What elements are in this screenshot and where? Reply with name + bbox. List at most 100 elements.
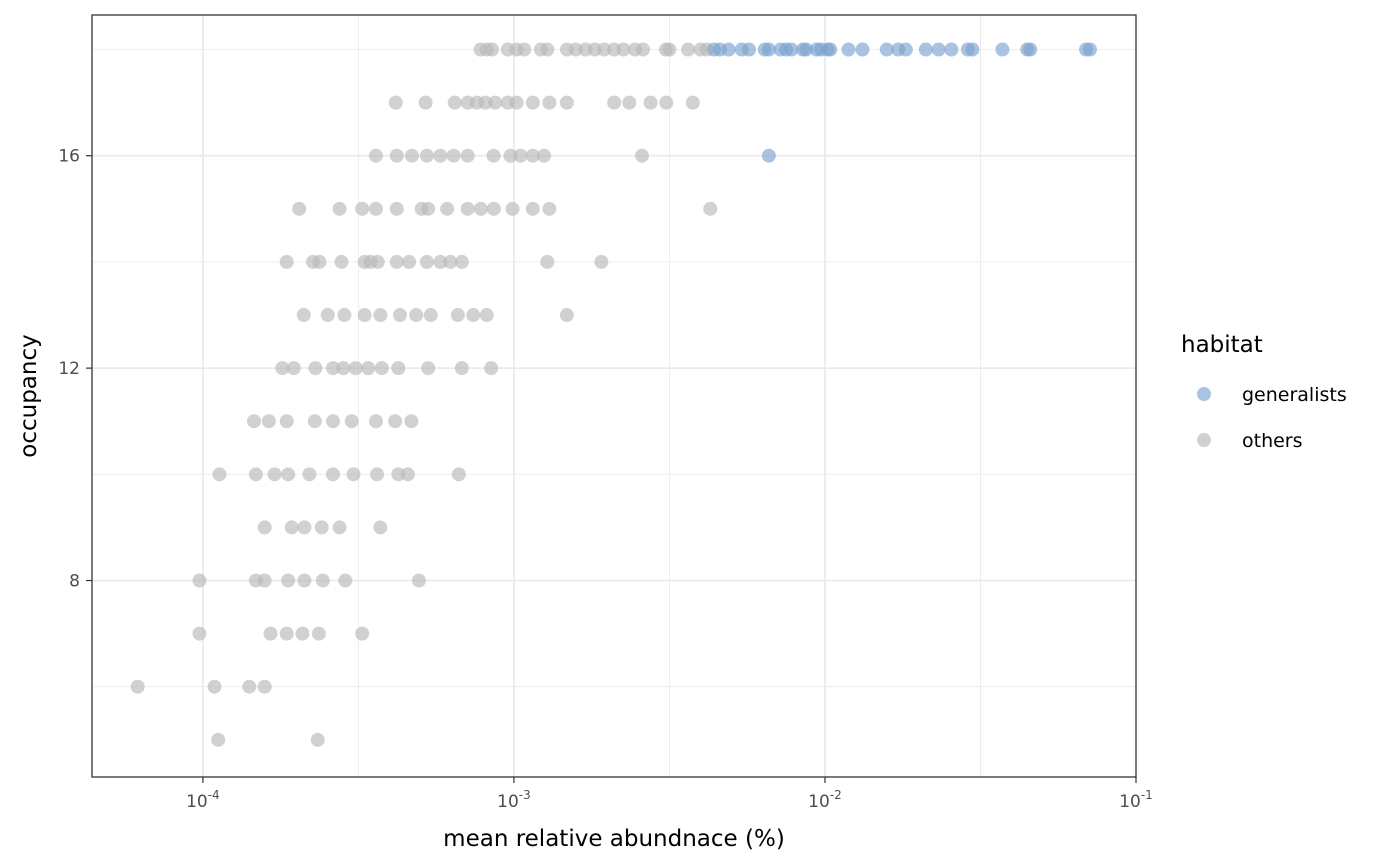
others-point <box>348 361 363 376</box>
others-point <box>525 148 540 163</box>
others-point <box>355 626 370 641</box>
others-point <box>509 95 524 110</box>
others-point <box>505 201 520 216</box>
generalists-point <box>965 42 980 57</box>
others-point <box>370 254 385 269</box>
others-point <box>486 201 501 216</box>
others-point <box>373 520 388 535</box>
others-point <box>247 414 262 429</box>
others-point <box>418 95 433 110</box>
others-point <box>302 467 317 482</box>
generalists-point <box>898 42 913 57</box>
others-point <box>636 42 651 57</box>
others-point <box>460 148 475 163</box>
x-axis: 10-4 10-3 10-2 10-1 <box>186 777 1153 812</box>
others-point <box>267 467 282 482</box>
others-point <box>389 148 404 163</box>
others-point <box>540 254 555 269</box>
others-point <box>622 95 637 110</box>
generalists-point <box>761 148 776 163</box>
generalists-point <box>1023 42 1038 57</box>
others-point <box>409 308 424 323</box>
others-point <box>559 308 574 323</box>
others-point <box>192 626 207 641</box>
others-point <box>284 520 299 535</box>
legend-key-generalists <box>1197 387 1211 401</box>
others-point <box>466 308 481 323</box>
others-point <box>488 95 503 110</box>
others-point <box>279 626 294 641</box>
others-point <box>281 573 296 588</box>
others-point <box>421 201 436 216</box>
others-point <box>423 308 438 323</box>
x-axis-title: mean relative abundnace (%) <box>443 826 785 852</box>
others-point <box>681 42 696 57</box>
others-point <box>662 42 677 57</box>
others-point <box>404 148 419 163</box>
minor-gridlines <box>92 15 1136 777</box>
others-point <box>257 573 272 588</box>
others-point <box>275 361 290 376</box>
others-point <box>374 361 389 376</box>
y-tick-label: 12 <box>58 359 80 379</box>
others-point <box>659 95 674 110</box>
generalists-point <box>799 42 814 57</box>
others-point <box>391 361 406 376</box>
others-point <box>337 308 352 323</box>
others-point <box>388 414 403 429</box>
others-point <box>607 95 622 110</box>
x-tick-label: 10-3 <box>497 788 531 812</box>
others-point <box>447 95 462 110</box>
generalists-point <box>742 42 757 57</box>
others-point <box>368 201 383 216</box>
y-axis-title: occupancy <box>16 334 42 457</box>
others-point <box>292 201 307 216</box>
generalists-point <box>1082 42 1097 57</box>
others-point <box>411 573 426 588</box>
others-point <box>503 148 518 163</box>
others-point <box>297 520 312 535</box>
others-point <box>454 361 469 376</box>
generalists-point <box>761 42 776 57</box>
others-point <box>433 148 448 163</box>
others-point <box>389 254 404 269</box>
x-tick-label: 10-1 <box>1119 788 1153 812</box>
others-point <box>419 148 434 163</box>
others-point <box>388 95 403 110</box>
generalists-point <box>931 42 946 57</box>
others-point <box>454 254 469 269</box>
others-point <box>513 148 528 163</box>
others-point <box>703 201 718 216</box>
others-point <box>478 95 493 110</box>
others-point <box>311 626 326 641</box>
others-point <box>296 308 311 323</box>
others-point <box>484 361 499 376</box>
others-point <box>320 308 335 323</box>
others-point <box>634 148 649 163</box>
panel-border <box>91 14 1137 778</box>
others-point <box>392 308 407 323</box>
others-point <box>373 308 388 323</box>
generalists-series <box>707 42 1097 163</box>
y-axis: 8 12 16 <box>58 147 92 592</box>
others-point <box>315 573 330 588</box>
others-point <box>368 148 383 163</box>
others-point <box>286 361 301 376</box>
y-tick-label: 8 <box>69 572 80 592</box>
others-point <box>261 414 276 429</box>
others-point <box>212 467 227 482</box>
others-point <box>484 42 499 57</box>
others-point <box>242 679 257 694</box>
generalists-point <box>823 42 838 57</box>
others-point <box>346 467 361 482</box>
generalists-point <box>721 42 736 57</box>
generalists-point <box>879 42 894 57</box>
others-point <box>357 308 372 323</box>
others-point <box>594 254 609 269</box>
others-point <box>433 254 448 269</box>
major-gridlines <box>92 15 1136 777</box>
others-point <box>257 679 272 694</box>
others-point <box>473 201 488 216</box>
